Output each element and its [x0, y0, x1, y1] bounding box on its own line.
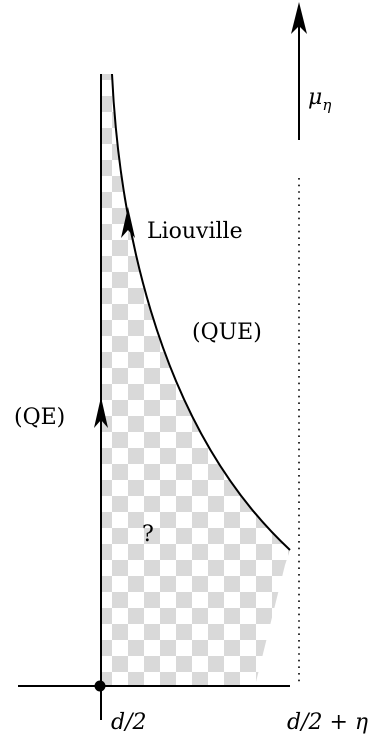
liouville-label: Liouville — [147, 219, 243, 244]
mu-axis-arrow-icon — [291, 2, 307, 34]
que-label: (QUE) — [192, 320, 262, 345]
qe-arrow-icon — [94, 397, 108, 428]
checkered-region — [101, 74, 290, 686]
mu-subscript: η — [322, 96, 331, 114]
x-tick-right-eta: η — [355, 710, 368, 734]
liouville-arrow-icon — [121, 207, 135, 238]
mu-eta-label: μη — [308, 85, 331, 114]
qe-label: (QE) — [14, 405, 65, 430]
x-tick-right-label: d/2 + η — [287, 710, 368, 734]
x-tick-right-prefix: d/2 + — [287, 710, 355, 734]
mu-symbol: μ — [308, 85, 322, 110]
x-tick-left-label: d/2 — [111, 710, 147, 734]
unknown-region-label: ? — [142, 522, 154, 547]
liouville-curve — [111, 73, 291, 551]
origin-dot — [94, 680, 106, 692]
